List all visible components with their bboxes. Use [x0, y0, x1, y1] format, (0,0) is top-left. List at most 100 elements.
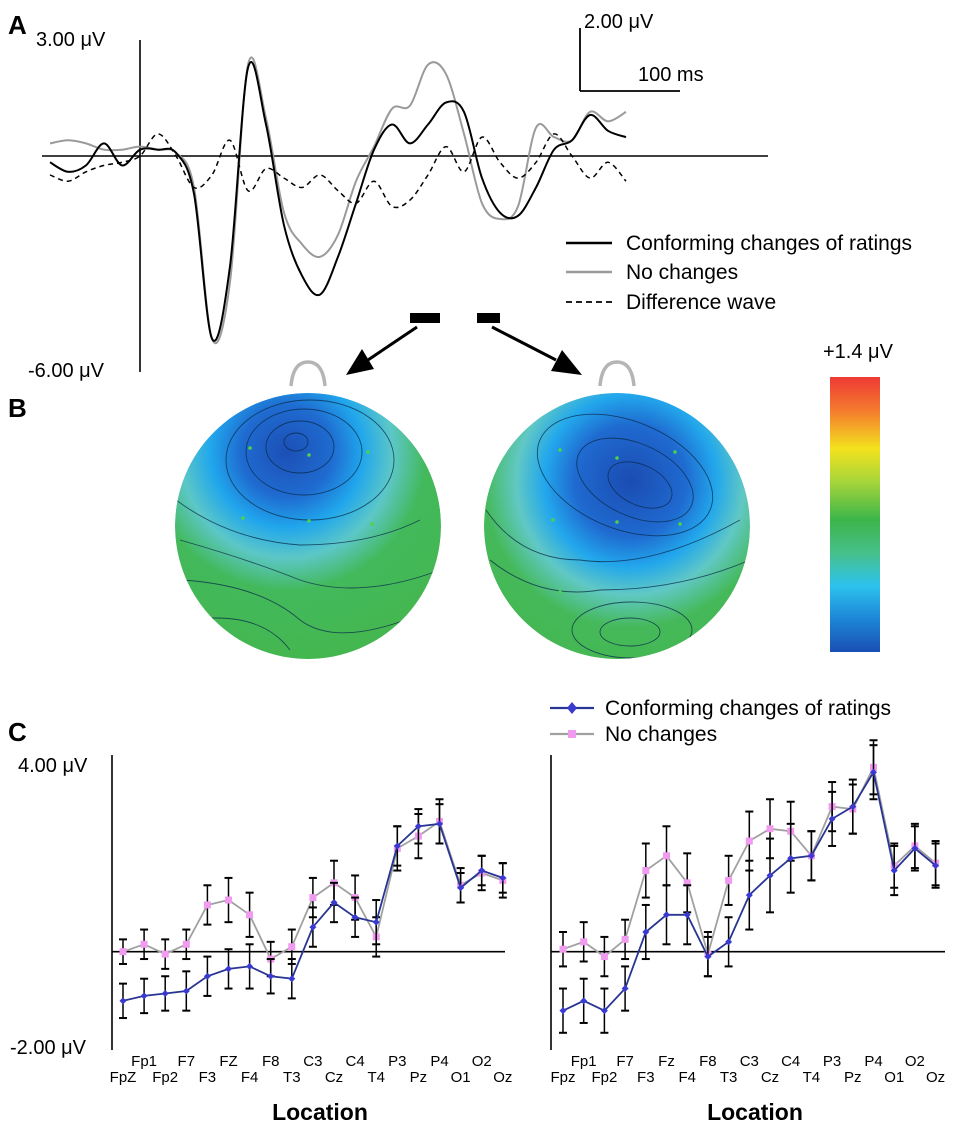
- legend-a-conforming-label: Conforming changes of ratings: [626, 232, 912, 255]
- x-tick-label: Fp2: [591, 1069, 617, 1086]
- x-tick-label: T3: [720, 1069, 738, 1086]
- x-tick-label: T4: [803, 1069, 821, 1086]
- point-conforming: [807, 852, 815, 860]
- panel-a-waveforms: [49, 56, 627, 345]
- point-conforming: [414, 822, 422, 830]
- point-conforming: [203, 972, 211, 980]
- point-conforming: [436, 820, 443, 828]
- scale-bar-time-label: 100 ms: [638, 64, 704, 86]
- x-tick-label: FZ: [219, 1053, 237, 1070]
- topomap-left-nose: [289, 360, 327, 387]
- point-conforming: [870, 768, 877, 776]
- point-conforming: [745, 891, 753, 899]
- x-tick-label: C4: [346, 1053, 365, 1070]
- point-conforming: [849, 803, 857, 811]
- panel-a-y-top-label: 3.00 μV: [36, 29, 106, 51]
- x-tick-label: Fp1: [131, 1053, 157, 1070]
- point-no-changes: [683, 879, 691, 887]
- legend-c-nochanges-marker: [568, 730, 576, 738]
- point-no-changes: [766, 825, 774, 833]
- x-tick-label: P4: [430, 1053, 448, 1070]
- point-conforming: [119, 997, 127, 1005]
- time-window-marker-2: [477, 313, 500, 323]
- point-conforming: [911, 844, 919, 852]
- x-tick-label: O2: [905, 1053, 925, 1070]
- point-conforming: [288, 975, 296, 983]
- x-tick-label: C4: [781, 1053, 800, 1070]
- point-no-changes: [559, 945, 567, 953]
- point-no-changes: [600, 953, 608, 961]
- x-tick-label: F7: [178, 1053, 196, 1070]
- point-conforming: [478, 867, 486, 875]
- panel-c-left-plot: FpZFp1Fp2F7F3FZF4F8T3C3CzC4T4P3PzP4O1O2O…: [110, 755, 512, 1086]
- legend-c-nochanges-label: No changes: [605, 723, 717, 746]
- x-tick-label: O1: [884, 1069, 904, 1086]
- x-tick-label: T3: [283, 1069, 301, 1086]
- x-tick-label: F4: [678, 1069, 696, 1086]
- x-tick-label: Pz: [410, 1069, 428, 1086]
- point-conforming: [890, 867, 898, 875]
- point-no-changes: [725, 876, 733, 884]
- point-conforming: [787, 854, 795, 862]
- point-conforming: [600, 1007, 608, 1015]
- panel-a-y-bottom-label: -6.00 μV: [28, 360, 105, 382]
- x-tick-label: F7: [616, 1053, 634, 1070]
- panel-c-right-xlabel: Location: [707, 1099, 803, 1125]
- point-conforming: [267, 972, 275, 980]
- point-no-changes: [203, 901, 211, 909]
- point-conforming: [372, 918, 380, 926]
- colorbar: [830, 377, 880, 652]
- topomap-left: [175, 393, 441, 659]
- point-conforming: [663, 911, 670, 919]
- point-conforming: [309, 923, 317, 931]
- point-no-changes: [621, 935, 629, 943]
- point-conforming: [225, 965, 232, 973]
- x-tick-label: Cz: [325, 1069, 343, 1086]
- x-tick-label: Fz: [658, 1053, 675, 1070]
- point-conforming: [621, 985, 629, 993]
- point-conforming: [725, 938, 733, 946]
- topomap-right: [484, 393, 750, 659]
- point-conforming: [766, 871, 774, 879]
- point-conforming: [457, 884, 465, 892]
- panel-c-left-xlabel: Location: [272, 1099, 368, 1125]
- point-conforming: [642, 928, 650, 936]
- x-tick-label: Fp1: [571, 1053, 597, 1070]
- scale-bar-voltage-label: 2.00 μV: [584, 11, 654, 33]
- point-conforming: [351, 913, 359, 921]
- point-conforming: [499, 874, 507, 882]
- x-tick-label: FpZ: [110, 1069, 137, 1086]
- x-tick-label: C3: [740, 1053, 759, 1070]
- topomap-right-nose: [598, 360, 636, 387]
- colorbar-label: +1.4 μV: [823, 341, 894, 363]
- point-no-changes: [745, 837, 753, 845]
- point-no-changes: [225, 896, 232, 904]
- x-tick-label: Fpz: [550, 1069, 575, 1086]
- x-tick-label: Pz: [844, 1069, 862, 1086]
- point-conforming: [161, 989, 169, 997]
- panel-c-y-bottom-label: -2.00 μV: [10, 1037, 87, 1059]
- point-conforming: [182, 987, 190, 995]
- waveform-no-changes: [49, 56, 627, 345]
- x-tick-label: P3: [388, 1053, 406, 1070]
- arrow-left-head: [346, 349, 374, 375]
- x-tick-label: F3: [199, 1069, 217, 1086]
- panel-label-c: C: [8, 717, 27, 747]
- panel-c-right-plot: FpzFp1Fp2F7F3FzF4F8T3C3CzC4T4P3PzP4O1O2O…: [550, 739, 945, 1086]
- point-no-changes: [182, 940, 190, 948]
- legend-c-conforming-marker: [567, 702, 577, 714]
- x-tick-label: Oz: [493, 1069, 512, 1086]
- waveform-conforming: [49, 60, 627, 342]
- arrow-left-shaft: [367, 325, 418, 362]
- x-tick-label: Oz: [926, 1069, 945, 1086]
- point-no-changes: [246, 911, 254, 919]
- point-no-changes: [642, 867, 650, 875]
- point-no-changes: [288, 943, 296, 951]
- x-tick-label: Cz: [761, 1069, 779, 1086]
- point-conforming: [683, 911, 691, 919]
- x-tick-label: O1: [451, 1069, 471, 1086]
- panel-c-y-top-label: 4.00 μV: [18, 755, 88, 777]
- x-tick-label: F8: [262, 1053, 280, 1070]
- x-tick-label: P3: [823, 1053, 841, 1070]
- point-conforming: [559, 1007, 567, 1015]
